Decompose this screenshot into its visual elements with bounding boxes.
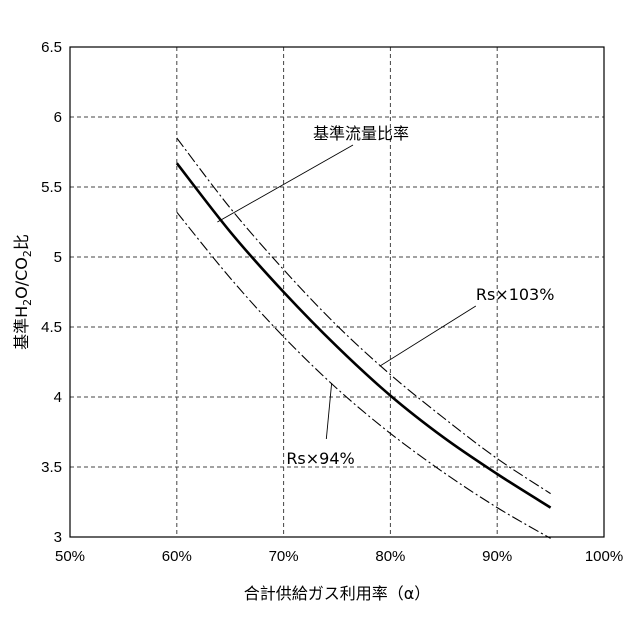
x-tick-label: 80% [375,548,405,565]
y-axis-title-mid: O/CO [12,257,31,299]
y-axis-title-suffix: 比 [12,234,31,250]
annotation-leader-2 [326,383,331,439]
annotation-leader-1 [380,306,476,366]
y-axis-title-prefix: 基準H [12,306,31,350]
x-axis-title: 合計供給ガス利用率（α） [244,584,431,603]
annotation-leader-0 [217,145,353,222]
y-tick-label: 6.5 [41,39,62,56]
series-layer [177,138,551,538]
y-tick-label: 6 [54,109,62,126]
y-tick-label: 5 [54,249,62,266]
series-line-0 [177,163,551,507]
x-tick-label: 50% [55,548,85,565]
y-tick-label: 4.5 [41,319,62,336]
y-tick-label: 3.5 [41,459,62,476]
x-tick-label: 70% [269,548,299,565]
annotations: 基準流量比率 Rs×103% Rs×94% [217,124,554,468]
annotation-label-1: Rs×103% [476,285,555,304]
y-tick-label: 4 [54,389,62,406]
annotation-label-0: 基準流量比率 [313,124,409,143]
annotation-label-2: Rs×94% [286,449,354,468]
y-axis-title: 基準H2O/CO2比 [12,234,34,350]
series-line-2 [177,212,551,538]
y-axis-title-sub2: 2 [21,250,34,257]
x-tick-label: 60% [162,548,192,565]
y-axis-title-sub1: 2 [21,299,34,306]
x-tick-label: 90% [482,548,512,565]
y-tick-label: 3 [54,529,62,546]
series-line-1 [177,138,551,494]
y-tick-label: 5.5 [41,179,62,196]
x-tick-label: 100% [585,548,623,565]
